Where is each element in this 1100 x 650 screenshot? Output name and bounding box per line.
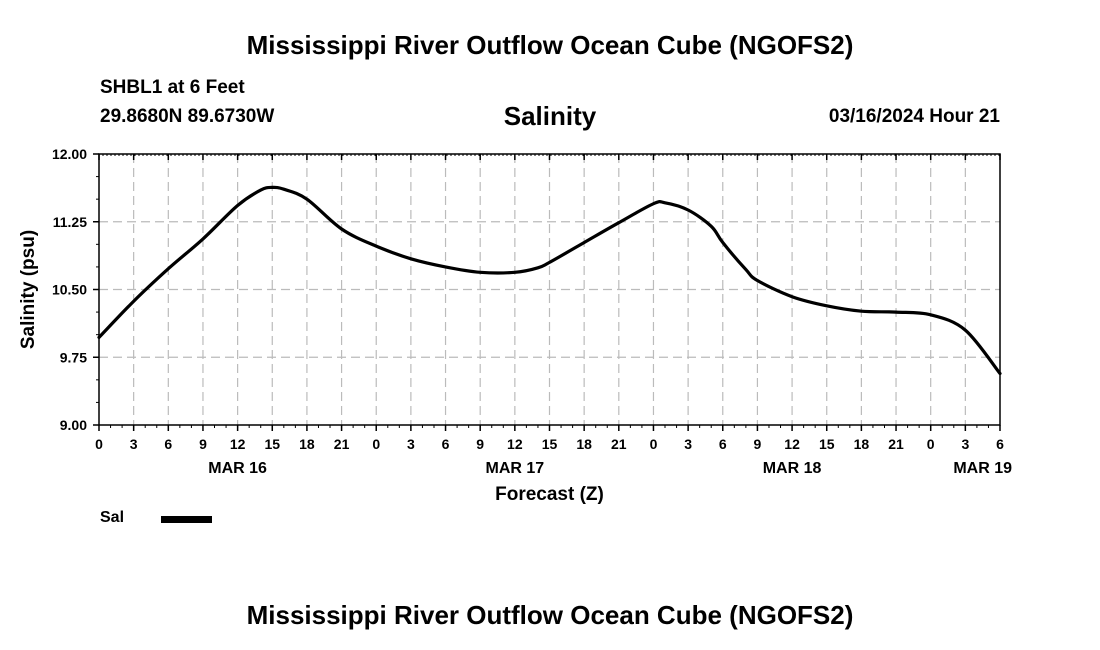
x-tick-label: 0 <box>927 436 935 452</box>
y-tick-label: 10.50 <box>52 282 87 298</box>
x-date-label: MAR 16 <box>208 460 267 477</box>
y-axis-title: Salinity (psu) <box>18 230 39 349</box>
x-tick-label: 6 <box>996 436 1004 452</box>
legend-label: Sal <box>100 509 125 526</box>
grid <box>99 154 1000 425</box>
y-tick-label: 11.25 <box>53 214 87 230</box>
station-coordinates: 29.8680N 89.6730W <box>100 106 275 127</box>
y-tick-label: 12.00 <box>52 146 87 162</box>
x-tick-label: 0 <box>650 436 658 452</box>
x-tick-label: 0 <box>372 436 380 452</box>
y-tick-label: 9.00 <box>60 417 87 433</box>
x-tick-label: 18 <box>299 436 315 452</box>
x-tick-label: 21 <box>888 436 904 452</box>
axis-labels: 9.00 9.75 10.50 11.25 12.00 0 3 6 9 12 15 18 21 0 3 6 9 1… <box>52 146 1012 477</box>
x-tick-label: 15 <box>542 436 558 452</box>
x-date-label: MAR 18 <box>763 460 822 477</box>
x-tick-label: 9 <box>199 436 207 452</box>
x-tick-label: 18 <box>854 436 870 452</box>
x-date-label: MAR 17 <box>486 460 545 477</box>
salinity-chart: 9.00 9.75 10.50 11.25 12.00 0 3 6 9 12 15 18 21 0 3 6 9 1… <box>18 146 1012 505</box>
x-tick-label: 12 <box>507 436 523 452</box>
x-tick-label: 9 <box>476 436 484 452</box>
x-tick-label: 15 <box>264 436 280 452</box>
station-label: SHBL1 at 6 Feet <box>100 77 245 98</box>
x-axis-title: Forecast (Z) <box>495 484 604 505</box>
x-tick-label: 12 <box>784 436 800 452</box>
y-tick-label: 9.75 <box>60 349 87 365</box>
x-tick-label: 21 <box>611 436 627 452</box>
x-tick-label: 6 <box>719 436 727 452</box>
axis-ticks <box>93 153 1001 431</box>
x-tick-label: 21 <box>334 436 350 452</box>
x-tick-label: 3 <box>130 436 138 452</box>
x-tick-label: 6 <box>442 436 450 452</box>
x-tick-label: 12 <box>230 436 246 452</box>
x-tick-label: 9 <box>754 436 762 452</box>
x-tick-label: 6 <box>164 436 172 452</box>
x-tick-label: 3 <box>407 436 415 452</box>
x-tick-label: 3 <box>961 436 969 452</box>
run-timestamp: 03/16/2024 Hour 21 <box>828 106 1000 127</box>
salinity-series-line <box>97 185 1002 376</box>
x-date-label: MAR 19 <box>953 460 1012 477</box>
variable-title: Salinity <box>503 101 597 131</box>
x-tick-label: 18 <box>576 436 592 452</box>
x-tick-label: 3 <box>684 436 692 452</box>
footer-title: Mississippi River Outflow Ocean Cube (NG… <box>246 600 854 630</box>
chart-title: Mississippi River Outflow Ocean Cube (NG… <box>246 30 854 60</box>
x-tick-label: 0 <box>95 436 103 452</box>
legend-line-swatch <box>161 516 212 523</box>
x-tick-label: 15 <box>819 436 835 452</box>
plot-frame <box>98 153 1001 426</box>
